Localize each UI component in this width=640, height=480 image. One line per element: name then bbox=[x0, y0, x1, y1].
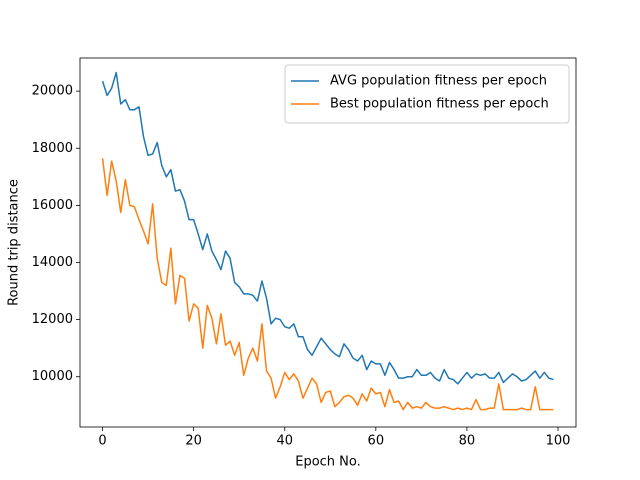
legend-label: Best population fitness per epoch bbox=[330, 97, 549, 112]
x-tick-label: 40 bbox=[276, 434, 293, 449]
x-tick-label: 80 bbox=[459, 434, 476, 449]
legend-label: AVG population fitness per epoch bbox=[330, 74, 547, 89]
x-tick-label: 100 bbox=[546, 434, 571, 449]
axes-frame bbox=[79, 57, 577, 428]
x-tick-label: 20 bbox=[185, 434, 202, 449]
x-axis-label: Epoch No. bbox=[295, 455, 361, 470]
y-tick-label: 14000 bbox=[32, 255, 73, 270]
series-line bbox=[101, 158, 554, 411]
x-tick-label: 0 bbox=[98, 434, 106, 449]
y-tick-label: 18000 bbox=[32, 141, 73, 156]
legend: AVG population fitness per epoch Best pop… bbox=[284, 64, 570, 124]
y-tick-label: 12000 bbox=[32, 312, 73, 327]
y-axis-label: Round trip distance bbox=[7, 179, 22, 306]
y-tick-label: 16000 bbox=[32, 198, 73, 213]
legend-box bbox=[284, 64, 570, 124]
y-tick-label: 20000 bbox=[32, 84, 73, 99]
series-line bbox=[101, 71, 554, 385]
x-tick-label: 60 bbox=[368, 434, 385, 449]
y-tick-label: 10000 bbox=[32, 369, 73, 384]
